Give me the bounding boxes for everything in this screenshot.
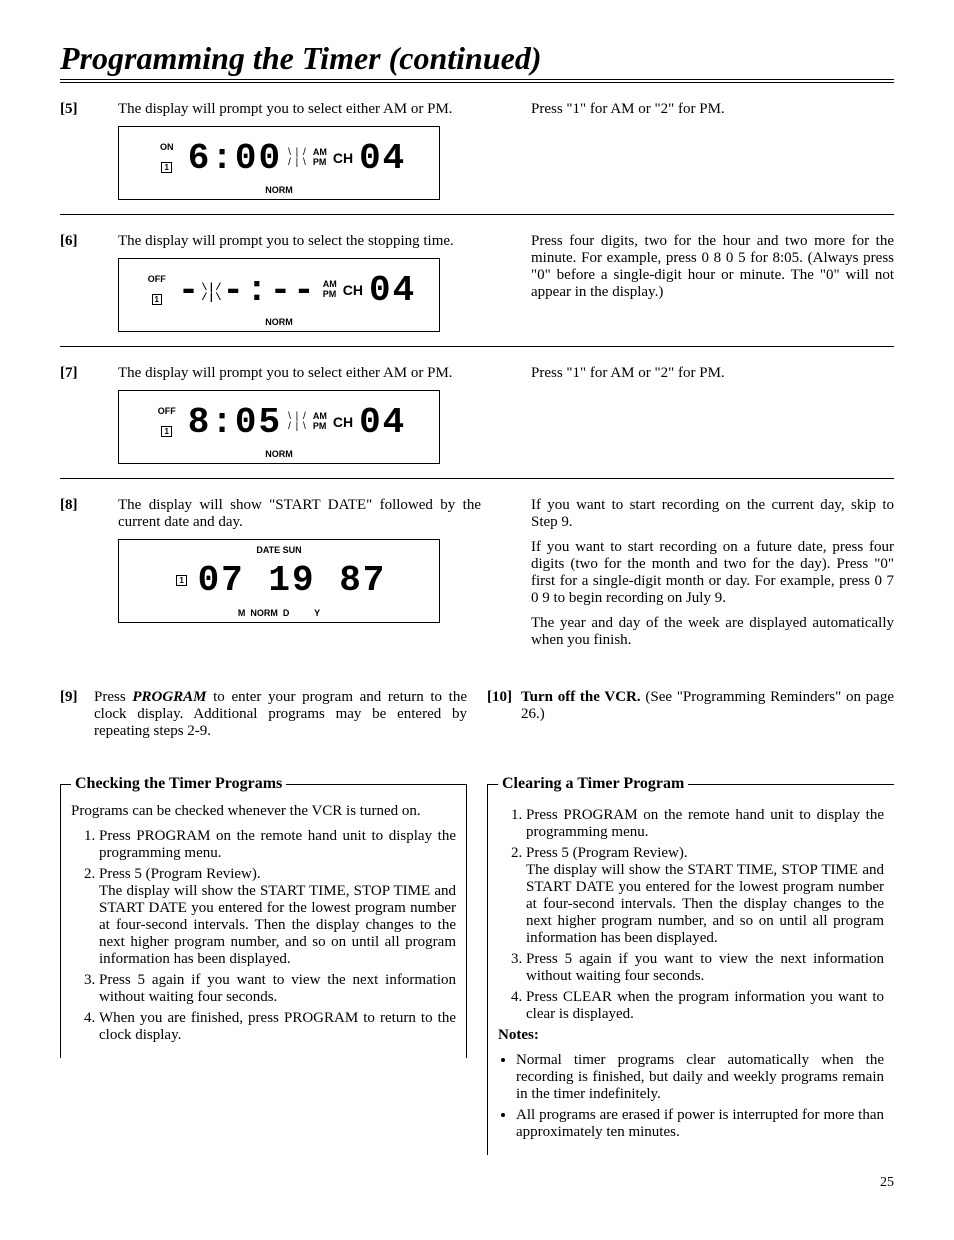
checking-list: Press PROGRAM on the remote hand unit to… xyxy=(71,828,456,1044)
step-8: [8] The display will show "START DATE" f… xyxy=(60,497,894,671)
step-number: [6] xyxy=(60,233,88,332)
step-number: [7] xyxy=(60,365,88,464)
step-6-right-text: Press four digits, two for the hour and … xyxy=(531,233,894,301)
page-title: Programming the Timer (continued) xyxy=(60,40,894,83)
list-item: Press PROGRAM on the remote hand unit to… xyxy=(99,828,456,862)
lcd-display-8: DATE SUN 1 07 19 87 M NORM D Y xyxy=(118,539,440,623)
step-number: [5] xyxy=(60,101,88,200)
clearing-list: Press PROGRAM on the remote hand unit to… xyxy=(498,807,884,1023)
step-5: [5] The display will prompt you to selec… xyxy=(60,101,894,215)
list-item: Press 5 (Program Review). The display wi… xyxy=(526,845,884,947)
lcd-display-6: OFF 1 -\|//|\-:-- AM PM CH 04 NORM xyxy=(118,258,440,332)
step-6: [6] The display will prompt you to selec… xyxy=(60,233,894,347)
page-number: 25 xyxy=(60,1175,894,1191)
step-7-left-text: The display will prompt you to select ei… xyxy=(118,365,481,382)
list-item: All programs are erased if power is inte… xyxy=(516,1107,884,1141)
clearing-title: Clearing a Timer Program xyxy=(498,775,688,793)
list-item: When you are finished, press PROGRAM to … xyxy=(99,1010,456,1044)
step-9: [9] Press PROGRAM to enter your program … xyxy=(60,689,467,748)
step-number: [8] xyxy=(60,497,88,657)
step-6-left-text: The display will prompt you to select th… xyxy=(118,233,481,250)
list-item: Press 5 again if you want to view the ne… xyxy=(526,951,884,985)
notes-list: Normal timer programs clear automaticall… xyxy=(498,1052,884,1141)
checking-section: Checking the Timer Programs Programs can… xyxy=(60,784,467,1058)
clearing-section: Clearing a Timer Program Press PROGRAM o… xyxy=(487,784,894,1155)
step-8-right-p2: If you want to start recording on a futu… xyxy=(531,539,894,607)
list-item: Normal timer programs clear automaticall… xyxy=(516,1052,884,1103)
checking-intro: Programs can be checked whenever the VCR… xyxy=(71,803,456,820)
step-5-right-text: Press "1" for AM or "2" for PM. xyxy=(531,101,894,118)
step-8-right-p3: The year and day of the week are display… xyxy=(531,615,894,649)
list-item: Press PROGRAM on the remote hand unit to… xyxy=(526,807,884,841)
lcd-display-5: ON 1 6:00 \ | // | \ AM PM CH 04 NORM xyxy=(118,126,440,200)
step-5-left-text: The display will prompt you to select ei… xyxy=(118,101,481,118)
list-item: Press 5 again if you want to view the ne… xyxy=(99,972,456,1006)
step-8-left-text: The display will show "START DATE" follo… xyxy=(118,497,481,531)
notes-label: Notes: xyxy=(498,1027,884,1044)
list-item: Press 5 (Program Review). The display wi… xyxy=(99,866,456,968)
step-10: [10] Turn off the VCR. (See "Programming… xyxy=(487,689,894,748)
checking-title: Checking the Timer Programs xyxy=(71,775,286,793)
step-7-right-text: Press "1" for AM or "2" for PM. xyxy=(531,365,894,382)
step-8-right-p1: If you want to start recording on the cu… xyxy=(531,497,894,531)
lcd-display-7: OFF 1 8:05 \ | // | \ AM PM CH 04 NORM xyxy=(118,390,440,464)
step-7: [7] The display will prompt you to selec… xyxy=(60,365,894,479)
list-item: Press CLEAR when the program information… xyxy=(526,989,884,1023)
